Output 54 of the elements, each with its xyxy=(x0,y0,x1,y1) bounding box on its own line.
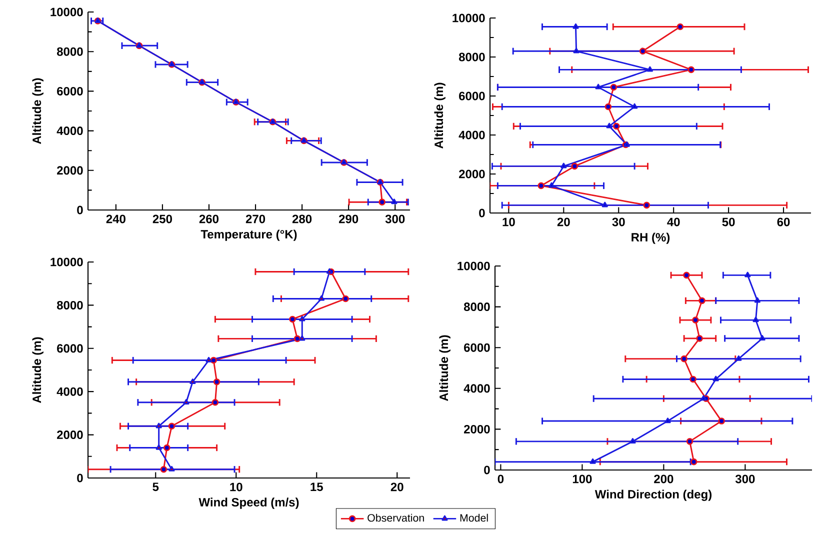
x-tick-label: 20 xyxy=(390,482,404,492)
y-tick-label: 8000 xyxy=(458,52,485,62)
x-tick-label: 60 xyxy=(777,218,790,226)
x-tick-label: 20 xyxy=(557,218,570,226)
x-tick-label: 250 xyxy=(152,214,172,224)
x-tick-label: 0 xyxy=(498,474,504,484)
y-axis-title: Altitude (m) xyxy=(32,78,44,144)
x-tick-label: 10 xyxy=(230,482,242,492)
y-tick-label: 0 xyxy=(479,208,485,218)
x-tick-label: 300 xyxy=(385,214,405,224)
y-tick-label: 10000 xyxy=(50,8,83,16)
x-axis-title: Wind Direction (deg) xyxy=(594,490,712,501)
x-tick-label: 15 xyxy=(310,482,323,492)
y-tick-label: 0 xyxy=(484,466,490,474)
y-tick-label: 2000 xyxy=(57,166,83,175)
y-axis-title: Altitude (m) xyxy=(32,337,44,404)
y-tick-label: 6000 xyxy=(57,86,83,96)
legend-label: Model xyxy=(460,514,488,522)
x-tick-label: 300 xyxy=(735,474,755,484)
y-tick-label: 4000 xyxy=(56,387,83,396)
y-axis-title: Altitude (m) xyxy=(439,335,450,402)
x-axis-title: RH (%) xyxy=(632,232,670,244)
y-tick-label: 8000 xyxy=(56,300,83,310)
x-tick-label: 200 xyxy=(654,474,674,484)
y-tick-label: 10000 xyxy=(50,258,83,266)
y-axis-title: Altitude (m) xyxy=(434,82,446,149)
x-axis-title: Temperature (°K) xyxy=(200,230,297,241)
y-tick-label: 4000 xyxy=(464,384,490,393)
x-tick-label: 260 xyxy=(199,214,219,224)
legend-label: Observation xyxy=(368,514,424,522)
y-tick-label: 2000 xyxy=(57,430,83,440)
x-axis-title: Wind Speed (m/s) xyxy=(198,498,299,509)
y-tick-label: 2000 xyxy=(459,170,485,178)
x-tick-label: 270 xyxy=(246,214,266,224)
y-tick-label: 10000 xyxy=(458,262,490,270)
y-tick-label: 8000 xyxy=(56,47,83,56)
y-tick-label: 4000 xyxy=(458,130,485,140)
x-tick-label: 5 xyxy=(152,482,159,492)
x-tick-label: 290 xyxy=(338,214,358,224)
y-tick-label: 2000 xyxy=(464,424,490,434)
x-tick-label: 100 xyxy=(572,474,592,484)
x-tick-label: 50 xyxy=(722,218,735,226)
y-tick-label: 6000 xyxy=(57,344,83,353)
x-tick-label: 240 xyxy=(106,214,126,224)
y-tick-label: 6000 xyxy=(459,92,485,100)
y-tick-label: 10000 xyxy=(452,14,485,22)
x-tick-label: 40 xyxy=(667,218,680,226)
x-tick-label: 10 xyxy=(502,218,515,226)
x-tick-label: 30 xyxy=(612,218,625,226)
y-tick-label: 6000 xyxy=(464,343,490,352)
y-tick-label: 0 xyxy=(77,206,83,214)
x-tick-label: 280 xyxy=(292,214,312,224)
y-tick-label: 4000 xyxy=(56,126,83,136)
y-tick-label: 8000 xyxy=(464,302,490,312)
